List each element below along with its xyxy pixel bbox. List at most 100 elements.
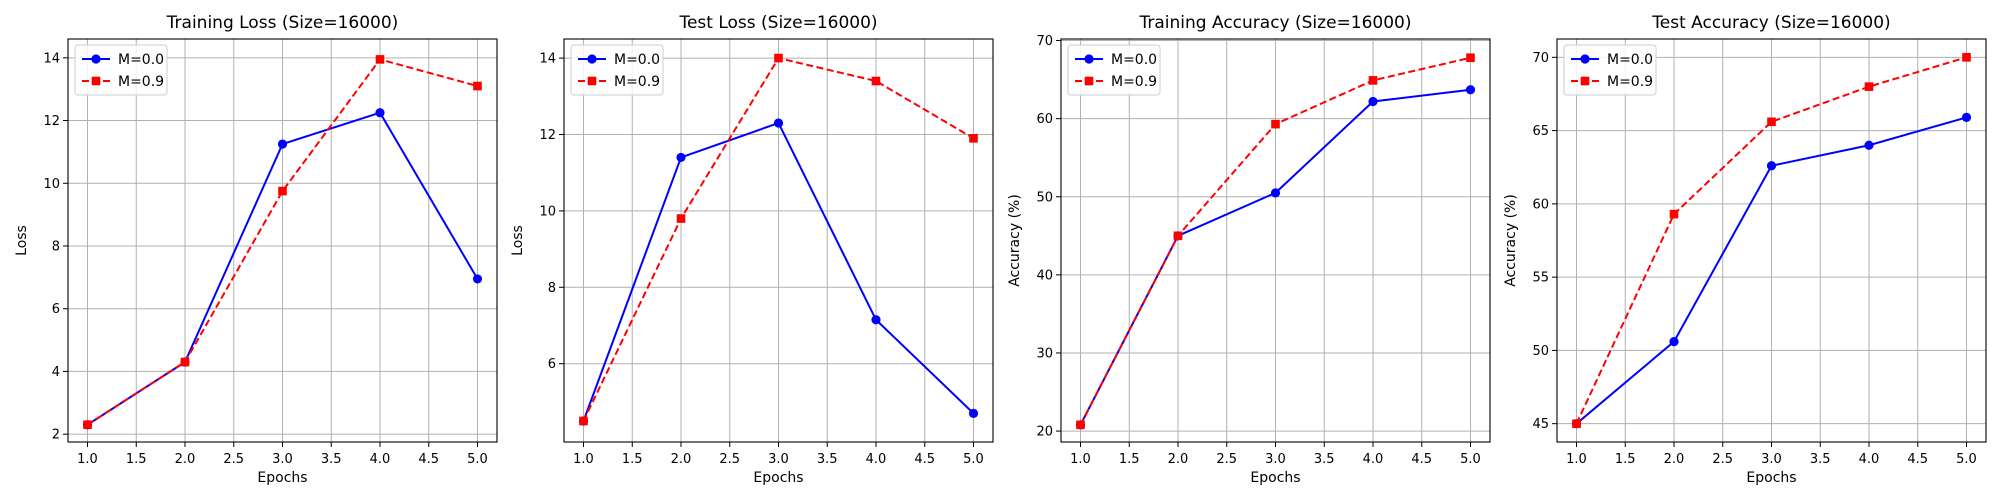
data-point [1271,119,1280,129]
x-tick-label: 4.0 [866,452,887,467]
x-tick-label: 5.0 [1460,452,1481,467]
legend-marker [91,54,101,64]
x-tick-label: 5.0 [1956,452,1977,467]
x-tick-label: 1.5 [1119,452,1140,467]
data-point [1465,85,1476,95]
data-point [774,53,783,63]
legend-label: M=0.9 [118,74,164,90]
x-tick-label: 1.0 [77,452,98,467]
x-tick-label: 2.0 [671,452,692,467]
legend-label: M=0.0 [1111,52,1157,68]
legend: M=0.0 M=0.9 [570,44,664,96]
x-tick-label: 3.0 [1761,452,1782,467]
data-point [579,416,588,426]
data-point [278,186,287,196]
grid [564,39,993,442]
y-tick-label: 60 [1532,197,1549,212]
chart-title: Test Accuracy (Size=16000) [1651,13,1890,33]
legend-marker [1580,76,1590,86]
series-m-0-9 [579,53,978,426]
x-tick-label: 2.5 [1216,452,1237,467]
data-point [871,76,881,86]
data-point [473,81,482,91]
y-tick-label: 55 [1532,271,1549,286]
x-tick-label: 4.0 [1859,452,1880,467]
data-point [1766,161,1777,171]
x-tick-label: 5.0 [963,452,984,467]
legend-label: M=0.0 [614,52,660,68]
y-axis-label: Loss [14,225,30,256]
legend-label: M=0.0 [118,52,164,68]
y-tick-label: 50 [1532,344,1549,359]
series-m-0-9 [83,55,482,430]
y-tick-label: 4 [52,365,60,380]
y-tick-label: 6 [548,357,556,372]
y-tick-label: 14 [43,51,60,66]
x-tick-label: 3.5 [817,452,838,467]
legend-label: M=0.0 [1607,52,1653,68]
axes-frame [67,38,498,443]
x-tick-label: 2.5 [719,452,740,467]
data-point [1961,112,1972,123]
x-tick-label: 3.5 [1810,452,1831,467]
x-tick-label: 3.0 [272,452,293,467]
x-tick-label: 2.0 [175,452,196,467]
legend-marker [587,54,597,64]
data-point [1368,96,1378,107]
y-tick-label: 12 [539,128,556,143]
y-tick-label: 12 [43,114,60,129]
x-tick-label: 2.5 [223,452,244,467]
x-tick-label: 4.0 [1363,452,1384,467]
y-tick-label: 14 [539,52,556,67]
chart-title: Training Accuracy (Size=16000) [1139,13,1412,33]
data-point [375,108,385,118]
y-axis-label: Accuracy (%) [1503,194,1519,287]
data-point [968,408,979,418]
x-tick-label: 3.0 [1265,452,1286,467]
data-point [375,55,385,64]
y-tick-label: 10 [43,177,60,192]
data-point [1962,53,1971,62]
y-tick-label: 6 [52,302,60,317]
axes-frame [1556,38,1987,443]
legend: M=0.0 M=0.9 [1067,44,1161,96]
chart-panel-2: 1.0 1.5 2.0 2.5 3.0 3.5 4.0 4.5 5.0 6 8 10 12 14 Test … [510,13,994,486]
legend-label: M=0.9 [1607,74,1653,90]
x-tick-label: 4.5 [914,452,935,467]
x-tick-label: 1.5 [622,452,643,467]
legend-marker [91,76,101,86]
x-tick-label: 4.5 [1411,452,1432,467]
x-tick-label: 2.5 [1712,452,1733,467]
legend-marker [587,76,597,86]
axes-frame [563,38,994,443]
data-point [871,315,881,325]
x-tick-label: 2.0 [1664,452,1685,467]
legend: M=0.0 M=0.9 [1563,44,1657,96]
data-point [1270,188,1281,198]
chart-panel-4: 1.0 1.5 2.0 2.5 3.0 3.5 4.0 4.5 5.0 45 50 55 60 65 70 T… [1503,13,1987,486]
data-point [1173,231,1183,241]
chart-title: Test Loss (Size=16000) [678,13,877,33]
y-axis-label: Accuracy (%) [1007,194,1023,287]
y-tick-label: 70 [1532,51,1549,66]
y-tick-label: 50 [1036,190,1053,205]
grid [1061,39,1490,442]
y-tick-label: 8 [548,281,556,296]
x-tick-label: 3.0 [768,452,789,467]
grid [68,39,497,442]
x-tick-label: 5.0 [467,452,488,467]
chart-title: Training Loss (Size=16000) [166,13,399,33]
y-tick-label: 8 [52,239,60,254]
data-point [180,357,190,367]
x-axis-label: Epochs [753,470,803,486]
x-axis-label: Epochs [1250,470,1300,486]
axes-frame [1060,38,1491,443]
y-tick-label: 40 [1036,268,1053,283]
x-tick-label: 1.5 [1615,452,1636,467]
legend-marker [1084,54,1094,64]
data-point [773,118,784,128]
y-tick-label: 10 [539,204,556,219]
x-tick-label: 2.0 [1168,452,1189,467]
data-point [1368,76,1378,85]
